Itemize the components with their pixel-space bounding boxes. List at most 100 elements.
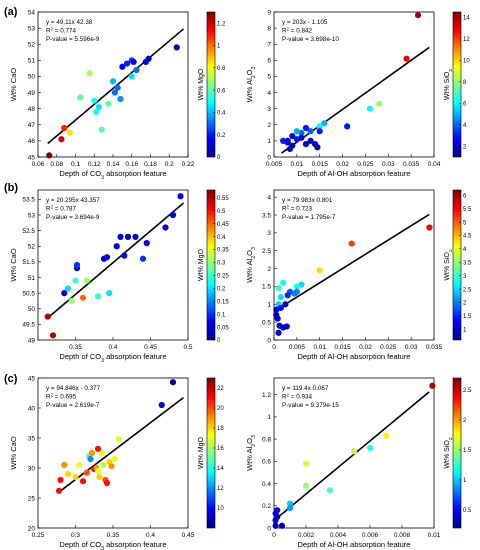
x-tick-label: 0.14 — [107, 161, 120, 168]
fit-annotation-line: P-value = 3.694e-9 — [46, 214, 100, 221]
data-point — [123, 60, 131, 67]
data-point — [278, 522, 286, 529]
x-tick-label: 0.01 — [428, 532, 441, 539]
data-point — [106, 290, 113, 297]
colorbar-label: Wt% MgO — [198, 249, 205, 281]
plot-frame — [273, 189, 435, 341]
x-tick-label: 0.02 — [359, 344, 372, 351]
data-point — [79, 294, 87, 301]
panel-letter-c: (c) — [4, 373, 18, 385]
y-tick-label: 48 — [28, 106, 36, 113]
data-point — [79, 478, 87, 485]
colorbar-tick-label: 20 — [217, 406, 224, 412]
data-point — [49, 332, 57, 339]
fit-annotation-line: R2 = 0.787 — [46, 204, 76, 213]
x-tick-label: 0.35 — [69, 344, 82, 351]
data-point — [94, 445, 102, 452]
colorbar-label: Wt% SiO2 — [444, 69, 454, 100]
x-axis-label: Depth of CO3 absorption feature — [59, 352, 166, 364]
data-point — [68, 297, 75, 305]
x-tick-label: 0.015 — [334, 344, 351, 351]
y-tick-label: 0.5 — [262, 319, 271, 326]
data-point — [145, 55, 152, 62]
data-point — [139, 255, 147, 262]
data-point — [117, 95, 124, 103]
colorbar-tick-label: 0.8 — [217, 66, 226, 72]
y-axis-label: Wt% CaO — [9, 436, 18, 470]
y-tick-label: 25 — [28, 495, 36, 502]
colorbar-tick-label: 1.5 — [463, 448, 472, 454]
x-tick-label: 0.025 — [357, 161, 374, 168]
colorbar-tick-label: 1 — [463, 478, 467, 484]
data-point — [128, 73, 135, 80]
y-tick-label: 35 — [28, 435, 36, 442]
data-point — [105, 100, 112, 107]
x-axis-label: Depth of Al-OH absorption feature — [298, 169, 411, 178]
y-tick-label: 2 — [267, 266, 271, 273]
fit-annotation-line: y = 49.11x 42.38 — [46, 19, 93, 26]
data-point — [93, 108, 100, 115]
fit-annotation-line: P-value = 3.698e-10 — [282, 36, 339, 43]
data-point — [284, 292, 291, 299]
data-point — [114, 84, 121, 91]
data-point — [169, 379, 177, 386]
x-tick-label: 0.08 — [50, 161, 63, 168]
y-tick-label: 4 — [267, 90, 271, 97]
data-point — [83, 469, 90, 476]
data-point — [177, 193, 184, 200]
colorbar — [206, 11, 216, 158]
data-point — [109, 78, 117, 85]
fit-annotation-line: y = 94.846x - 0.377 — [46, 385, 101, 392]
data-point — [314, 144, 321, 151]
colorbar-label: Wt% MgO — [198, 68, 205, 100]
y-tick-label: 54 — [28, 9, 36, 16]
y-tick-label: 8 — [267, 25, 271, 32]
data-point — [302, 482, 310, 489]
colorbar-tick-label: 4 — [463, 247, 467, 253]
chart-panel-2: 0.005 0.01 0.015 0.02 0.025 0.03 0.035 0.040123… — [245, 9, 470, 178]
data-point — [286, 504, 294, 512]
data-point — [286, 500, 294, 507]
y-tick-label: 45 — [28, 375, 36, 382]
y-tick-label: 52 — [28, 42, 36, 49]
y-tick-label: 53 — [28, 25, 36, 32]
data-point — [275, 329, 282, 336]
colorbar-tick-label: 0.5 — [217, 209, 226, 215]
data-point — [117, 233, 124, 240]
data-point — [348, 240, 355, 247]
fit-annotation-line: R2 = 0.723 — [282, 204, 312, 213]
data-point — [113, 243, 120, 250]
x-tick-label: 0.025 — [380, 344, 397, 351]
y-tick-label: 45 — [28, 154, 36, 161]
y-tick-label: 5 — [267, 74, 271, 81]
data-point — [173, 44, 180, 51]
data-point — [293, 136, 300, 143]
y-tick-label: 3 — [267, 230, 271, 237]
fit-annotation-line: R2 = 0.934 — [282, 392, 312, 401]
data-point — [130, 58, 137, 66]
x-tick-label: 0.5 — [183, 344, 192, 351]
colorbar-tick-label: 5 — [463, 220, 467, 226]
x-tick-label: 0.45 — [182, 532, 195, 539]
data-point — [64, 285, 72, 292]
chart-panel-6: 0 0.002 0.004 0.006 0.008 0.01 0 0.2 0.4 0.6 0.8 1 1… — [245, 377, 472, 549]
y-tick-label: 3 — [267, 106, 271, 113]
y-tick-label: 0 — [267, 337, 271, 344]
y-tick-label: 49 — [28, 337, 36, 344]
data-point — [366, 105, 374, 112]
x-tick-label: 0.45 — [144, 344, 157, 351]
x-tick-label: 0.002 — [298, 532, 315, 539]
data-point — [57, 476, 64, 484]
fit-annotation-line: P-value = 5.596e-9 — [46, 36, 100, 43]
data-point — [316, 128, 323, 135]
plot-frame — [37, 11, 189, 158]
colorbar-tick-label: 2.5 — [463, 388, 472, 394]
data-point — [426, 224, 433, 231]
data-point — [91, 97, 98, 104]
y-tick-label: 6 — [267, 58, 271, 65]
regression-line — [274, 213, 430, 312]
colorbar-tick-label: 1 — [217, 44, 221, 50]
colorbar-tick-label: 18 — [217, 426, 224, 432]
y-axis-label: Wt% Al2O3 — [245, 66, 257, 102]
y-tick-label: 1.5 — [262, 284, 271, 291]
